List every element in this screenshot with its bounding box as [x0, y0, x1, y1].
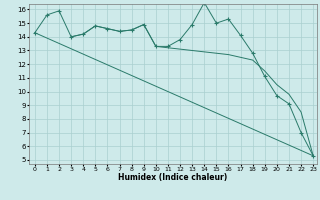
- X-axis label: Humidex (Indice chaleur): Humidex (Indice chaleur): [118, 173, 228, 182]
